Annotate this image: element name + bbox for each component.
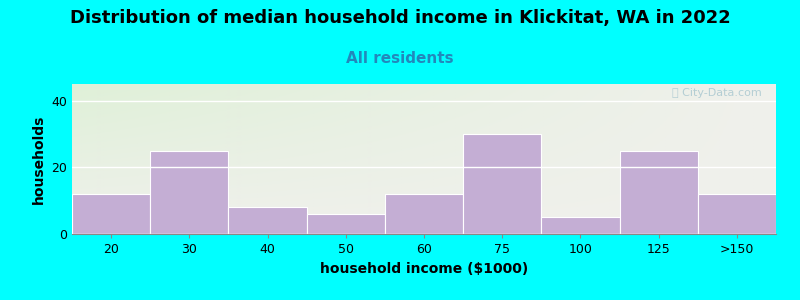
Bar (306, 214, 385, 234)
Bar (72, 194, 150, 234)
Bar (463, 134, 542, 234)
Bar (619, 151, 698, 234)
Text: All residents: All residents (346, 51, 454, 66)
Bar (150, 151, 229, 234)
Bar (542, 217, 619, 234)
Bar (698, 194, 776, 234)
X-axis label: household income ($1000): household income ($1000) (320, 262, 528, 276)
Bar (385, 194, 463, 234)
Bar (229, 207, 306, 234)
Y-axis label: households: households (32, 114, 46, 204)
Text: ⓘ City-Data.com: ⓘ City-Data.com (672, 88, 762, 98)
Text: Distribution of median household income in Klickitat, WA in 2022: Distribution of median household income … (70, 9, 730, 27)
